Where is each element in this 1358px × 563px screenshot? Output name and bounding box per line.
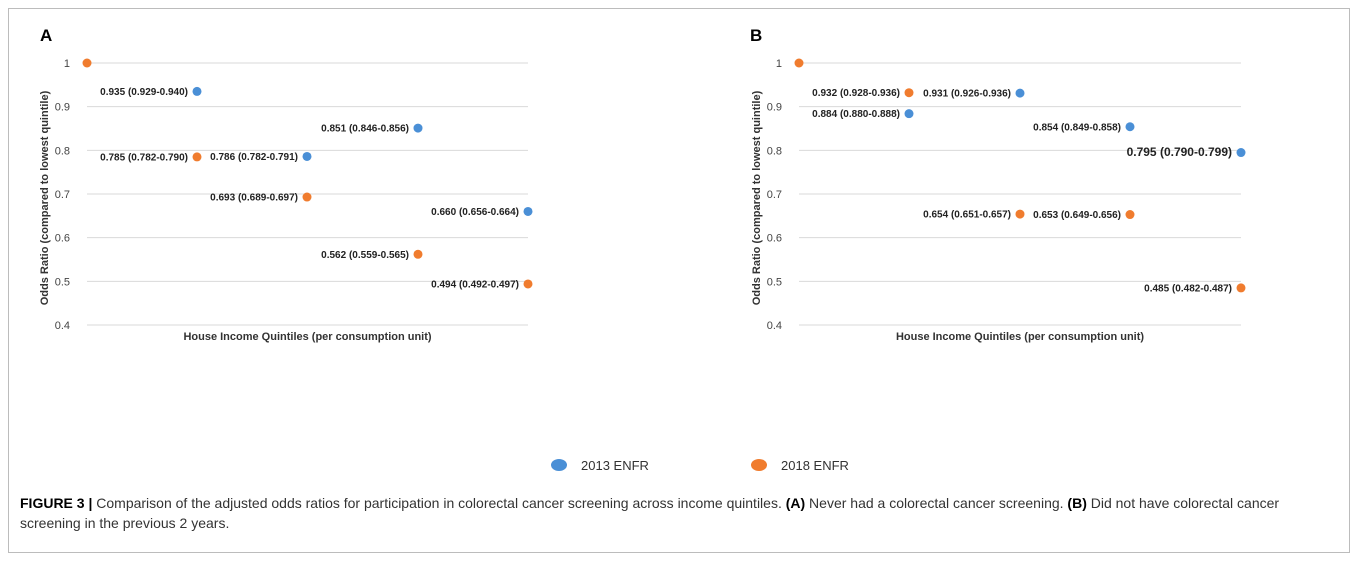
data-point bbox=[904, 88, 914, 98]
legend-swatch bbox=[551, 459, 567, 471]
data-point bbox=[523, 279, 533, 289]
y-tick-label: 0.9 bbox=[55, 102, 70, 114]
y-tick-label: 0.6 bbox=[55, 233, 70, 245]
data-label: 0.795 (0.790-0.799) bbox=[1127, 145, 1232, 159]
data-point bbox=[413, 249, 423, 259]
y-tick-label: 0.5 bbox=[767, 276, 782, 288]
y-tick-label: 0.8 bbox=[55, 145, 70, 157]
data-label: 0.932 (0.928-0.936) bbox=[812, 88, 900, 99]
panel-a-plot: 1 0.9 0.8 0.7 0.6 0.5 0.4 House Income Quintile… bbox=[39, 58, 533, 343]
y-axis-title: Odds Ratio (compared to lowest quintile) bbox=[39, 90, 51, 305]
data-label: 0.786 (0.782-0.791) bbox=[210, 152, 298, 163]
data-label: 0.854 (0.849-0.858) bbox=[1033, 122, 1121, 133]
data-point bbox=[904, 109, 914, 119]
caption-part: Did not have colorectal cancer screening… bbox=[20, 495, 1280, 531]
data-point bbox=[192, 152, 202, 162]
y-tick-label: 0.8 bbox=[767, 145, 782, 157]
data-label: 0.931 (0.926-0.936) bbox=[923, 89, 1011, 100]
legend-swatch bbox=[751, 459, 767, 471]
y-tick-label: 1 bbox=[64, 58, 70, 70]
legend: 2013 ENFR 2018 ENFR bbox=[551, 458, 849, 473]
data-label: 0.935 (0.929-0.940) bbox=[100, 87, 188, 98]
panel-label-b: B bbox=[750, 26, 762, 45]
data-point bbox=[523, 206, 533, 216]
data-label: 0.884 (0.880-0.888) bbox=[812, 109, 900, 120]
y-tick-label: 0.7 bbox=[55, 189, 70, 201]
data-point bbox=[192, 86, 202, 96]
caption-part: (A) bbox=[785, 495, 806, 511]
data-label: 0.494 (0.492-0.497) bbox=[431, 279, 519, 290]
data-point bbox=[1125, 122, 1135, 132]
data-point bbox=[1015, 209, 1025, 219]
panel-b-plot: 1 0.9 0.8 0.7 0.6 0.5 0.4 House Income Quintile… bbox=[751, 58, 1246, 343]
y-tick-label: 0.4 bbox=[55, 320, 70, 332]
data-point bbox=[302, 151, 312, 161]
data-point bbox=[302, 192, 312, 202]
y-axis-title: Odds Ratio (compared to lowest quintile) bbox=[751, 90, 763, 305]
data-point bbox=[82, 58, 92, 68]
data-point bbox=[1125, 210, 1135, 220]
figure-frame bbox=[8, 8, 1350, 553]
caption-label: FIGURE 3 | bbox=[20, 495, 93, 511]
data-point bbox=[1015, 88, 1025, 98]
data-label: 0.693 (0.689-0.697) bbox=[210, 193, 298, 204]
data-label: 0.654 (0.651-0.657) bbox=[923, 210, 1011, 221]
caption-part: (B) bbox=[1067, 495, 1087, 511]
y-tick-label: 0.6 bbox=[767, 233, 782, 245]
legend-label: 2018 ENFR bbox=[781, 458, 849, 473]
y-tick-label: 0.9 bbox=[767, 102, 782, 114]
y-tick-label: 0.7 bbox=[767, 189, 782, 201]
chart-canvas: A B 1 0.9 0.8 0.7 0.6 0.5 0.4 House Income Quin… bbox=[39, 26, 1246, 473]
data-label: 0.660 (0.656-0.664) bbox=[431, 207, 519, 218]
x-axis-title: House Income Quintiles (per consumption … bbox=[183, 331, 431, 343]
data-point bbox=[413, 123, 423, 133]
caption-part: Never had a colorectal cancer screening. bbox=[805, 495, 1068, 511]
data-point bbox=[1236, 148, 1246, 158]
figure-caption: FIGURE 3 | Comparison of the adjusted od… bbox=[20, 493, 1340, 533]
y-tick-label: 0.4 bbox=[767, 320, 782, 332]
data-label: 0.485 (0.482-0.487) bbox=[1144, 283, 1232, 294]
data-point bbox=[1236, 283, 1246, 293]
data-point bbox=[794, 58, 804, 68]
data-label: 0.851 (0.846-0.856) bbox=[321, 124, 409, 135]
data-label: 0.653 (0.649-0.656) bbox=[1033, 210, 1121, 221]
data-label: 0.562 (0.559-0.565) bbox=[321, 250, 409, 261]
data-label: 0.785 (0.782-0.790) bbox=[100, 152, 188, 163]
y-tick-label: 0.5 bbox=[55, 276, 70, 288]
y-tick-label: 1 bbox=[776, 58, 782, 70]
x-axis-title: House Income Quintiles (per consumption … bbox=[896, 331, 1144, 343]
caption-body: Comparison of the adjusted odds ratios f… bbox=[20, 495, 1279, 531]
legend-label: 2013 ENFR bbox=[581, 458, 649, 473]
panel-label-a: A bbox=[40, 26, 52, 45]
caption-part: Comparison of the adjusted odds ratios f… bbox=[92, 495, 786, 511]
